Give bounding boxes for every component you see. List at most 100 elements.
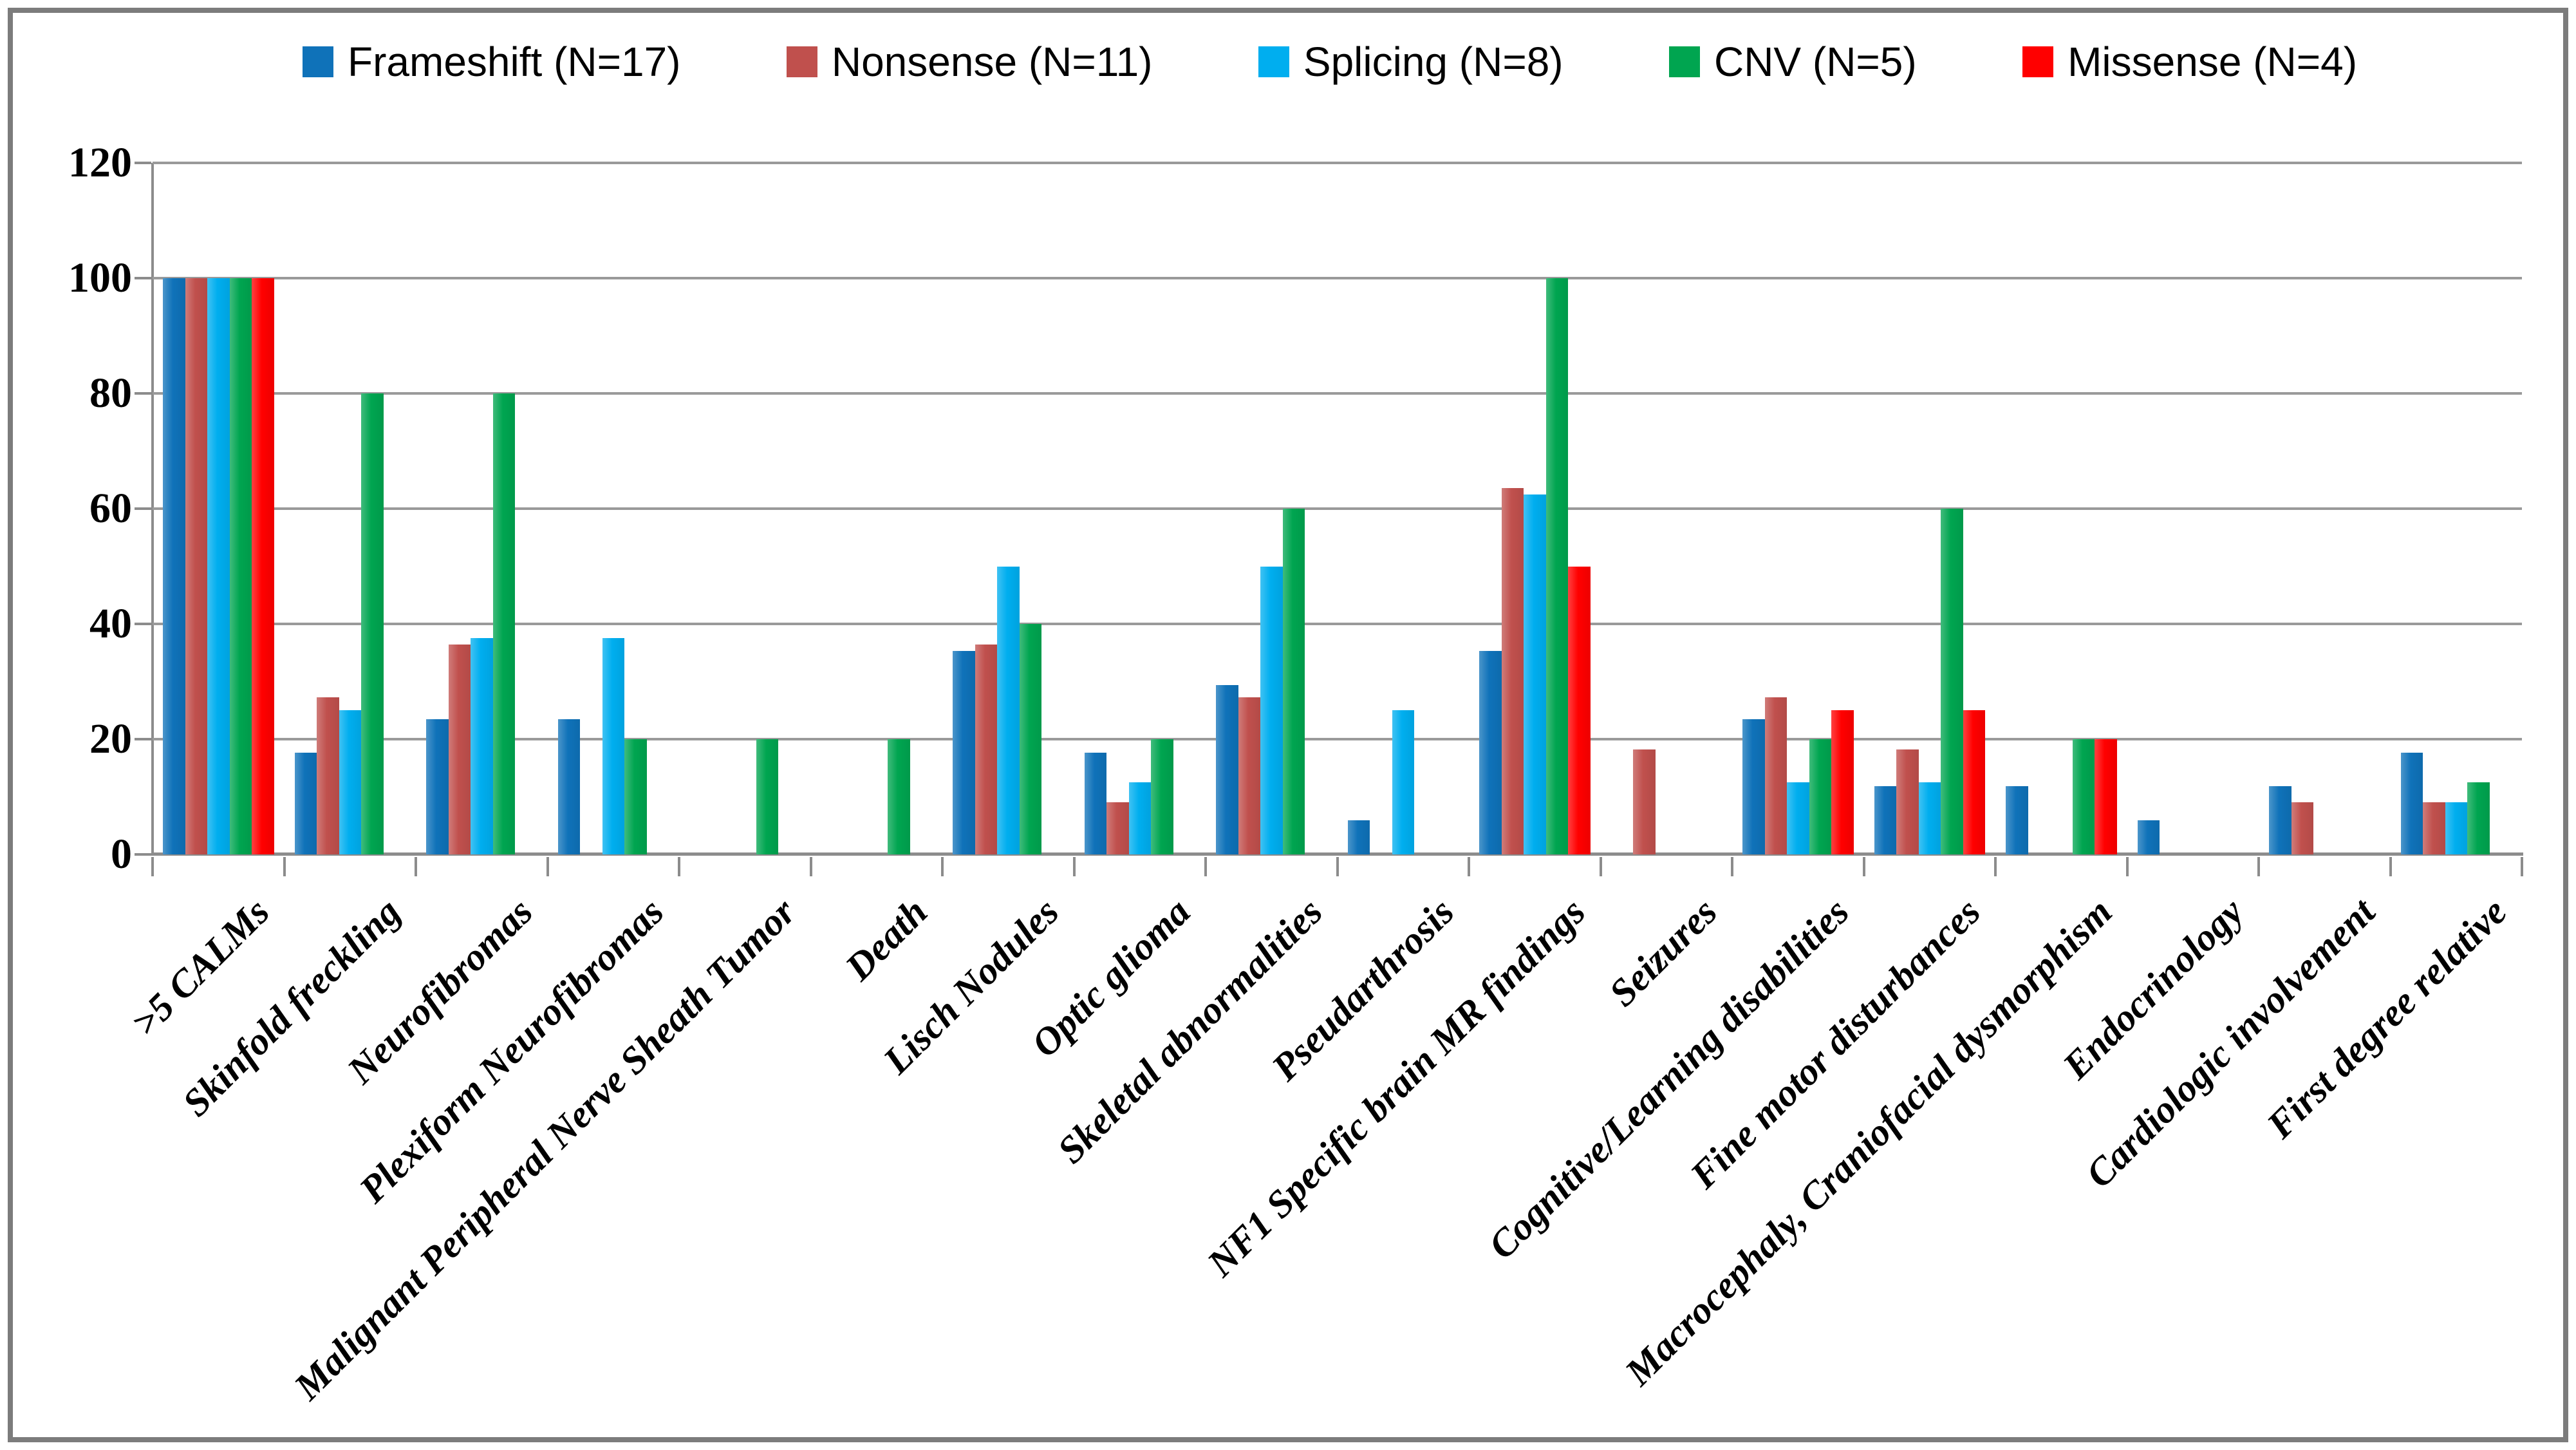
bar [1633, 749, 1656, 854]
y-tick-label: 100 [68, 254, 132, 301]
legend-item: Nonsense (N=11) [786, 39, 1153, 85]
bar [1787, 782, 1809, 854]
bar [1831, 710, 1854, 854]
bar [1084, 753, 1106, 854]
legend-marker-icon [2022, 46, 2054, 77]
bar [756, 739, 778, 854]
bar [624, 739, 647, 854]
legend-label: Frameshift (N=17) [348, 39, 681, 85]
y-axis-tick [135, 623, 151, 625]
bar [1216, 684, 1238, 854]
x-tick-label: Lisch Nodules [875, 890, 1067, 1082]
x-axis-tick [2257, 857, 2260, 876]
legend: Frameshift (N=17) Nonsense (N=11) Splicing… [303, 31, 2357, 93]
bar-group [163, 163, 274, 854]
bar [1260, 566, 1283, 854]
bar [207, 278, 230, 854]
bar [2467, 782, 2490, 854]
bar [2006, 786, 2028, 854]
x-axis-tick [1862, 857, 1865, 876]
x-axis-tick [1468, 857, 1470, 876]
x-tick-label: Optic glioma [1023, 890, 1199, 1066]
x-tick-label: Pseudarthrosis [1263, 890, 1462, 1089]
bar-group [1347, 163, 1459, 854]
y-tick-label: 40 [89, 600, 132, 647]
bar [1524, 494, 1546, 854]
x-tick-label: Cardiologic involvement [2078, 890, 2384, 1196]
y-axis-tick [135, 392, 151, 395]
bar [229, 278, 252, 854]
bar [448, 645, 471, 854]
legend-label: Nonsense (N=11) [831, 39, 1153, 85]
y-tick-label: 120 [68, 139, 132, 186]
bar [317, 697, 339, 854]
y-tick-label: 20 [89, 715, 132, 762]
bar-group [557, 163, 669, 854]
x-axis-tick [941, 857, 944, 876]
bar-group [689, 163, 801, 854]
bar [361, 393, 384, 854]
gridline [153, 623, 2522, 625]
x-axis-tick [2521, 857, 2523, 876]
x-tick-label: Fine motor disturbances [1682, 890, 1989, 1197]
bar [1106, 802, 1129, 854]
bar-group [1216, 163, 1327, 854]
x-axis-tick [809, 857, 812, 876]
bar [185, 278, 207, 854]
y-tick-label: 0 [111, 831, 132, 878]
bar [1545, 278, 1568, 854]
bar [1238, 697, 1260, 854]
gridline [153, 392, 2522, 395]
x-tick-label: Macrocephaly, Craniofacial dysmorphism [1616, 890, 2120, 1394]
bar [1918, 782, 1941, 854]
legend-label: Splicing (N=8) [1303, 39, 1563, 85]
bar-group [1742, 163, 1854, 854]
bar [2269, 786, 2291, 854]
legend-label: Missense (N=4) [2067, 39, 2357, 85]
gridline [153, 507, 2522, 510]
x-axis-tick [2125, 857, 2129, 876]
bar [953, 651, 975, 854]
y-tick-label: 60 [89, 485, 132, 532]
legend-marker-icon [1668, 46, 1700, 77]
bar [252, 278, 274, 854]
x-tick-label: Skeletal abnormalities [1049, 890, 1330, 1172]
bar [557, 719, 580, 854]
bar [1941, 509, 1963, 854]
x-axis-tick [415, 857, 417, 876]
bar-group [821, 163, 933, 854]
bar-group [2269, 163, 2380, 854]
bar [602, 638, 624, 854]
bar [1742, 719, 1765, 854]
x-tick-label: Death [837, 890, 936, 989]
gridline [153, 738, 2522, 740]
legend-item: CNV (N=5) [1668, 41, 1917, 82]
x-tick-label: Seizures [1601, 890, 1726, 1015]
bar [2445, 802, 2467, 854]
bar [888, 739, 910, 854]
bar [1896, 749, 1919, 854]
bar [426, 719, 449, 854]
bar [294, 753, 317, 854]
bar-group [294, 163, 406, 854]
bar-group [2006, 163, 2117, 854]
bar [2072, 739, 2095, 854]
legend-marker-icon [1258, 46, 1289, 77]
legend-marker-icon [786, 46, 817, 77]
bar [1568, 566, 1591, 854]
x-tick-label: Skinfold freckling [174, 890, 409, 1125]
bar [1392, 710, 1414, 854]
bar-group [2400, 163, 2512, 854]
bar [1963, 710, 1985, 854]
x-tick-label: >5 CALMs [123, 890, 277, 1044]
bar [163, 278, 185, 854]
x-axis-tick [1072, 857, 1076, 876]
bar [1128, 782, 1151, 854]
y-axis-tick [135, 738, 151, 740]
legend-marker-icon [303, 46, 333, 77]
bar [2423, 802, 2445, 854]
bar [1151, 739, 1173, 854]
x-axis-tick [1599, 857, 1602, 876]
bar [1282, 509, 1305, 854]
bar-group [953, 163, 1064, 854]
